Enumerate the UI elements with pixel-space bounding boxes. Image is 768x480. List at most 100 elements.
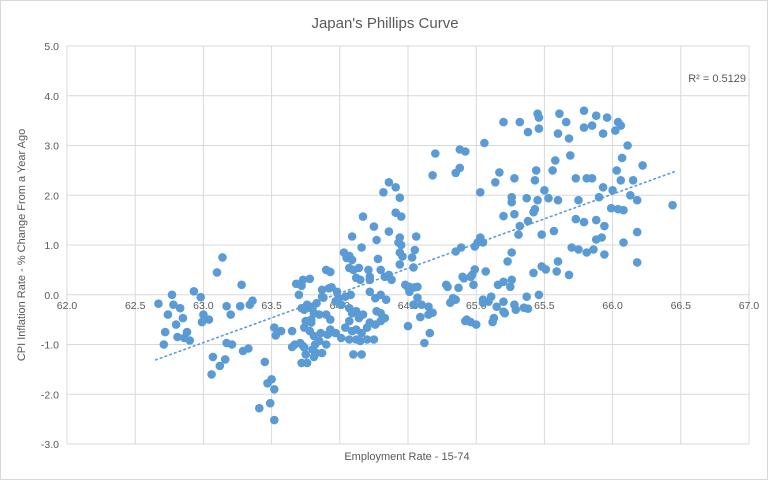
data-point bbox=[222, 301, 231, 311]
data-point bbox=[506, 282, 515, 292]
data-point bbox=[451, 168, 461, 178]
data-point bbox=[356, 336, 365, 346]
x-tick-label: 67.0 bbox=[739, 300, 760, 312]
data-point bbox=[396, 240, 406, 250]
data-point bbox=[178, 313, 188, 323]
data-point bbox=[341, 292, 350, 302]
data-point bbox=[345, 335, 354, 344]
data-point bbox=[458, 272, 467, 282]
data-point bbox=[208, 352, 218, 362]
y-tick-label: -3.0 bbox=[41, 439, 59, 451]
x-tick-label: 63.0 bbox=[193, 300, 214, 312]
data-point bbox=[301, 316, 311, 326]
data-point bbox=[534, 290, 544, 300]
data-point bbox=[159, 340, 169, 349]
y-tick-label: 2.0 bbox=[44, 190, 59, 202]
data-point bbox=[598, 129, 608, 138]
data-point bbox=[628, 176, 638, 185]
data-point bbox=[548, 166, 557, 175]
data-point bbox=[530, 176, 540, 185]
data-point bbox=[379, 188, 388, 197]
data-point bbox=[260, 357, 270, 367]
data-point bbox=[227, 340, 237, 349]
data-point bbox=[638, 161, 647, 170]
data-point bbox=[514, 230, 523, 239]
x-axis-title: Employment Rate - 15-74 bbox=[344, 451, 469, 463]
data-point bbox=[608, 186, 617, 195]
data-point bbox=[564, 270, 574, 280]
data-point bbox=[336, 300, 346, 310]
data-point bbox=[564, 134, 574, 143]
data-point bbox=[484, 297, 493, 307]
data-point bbox=[510, 174, 519, 183]
data-point bbox=[567, 243, 576, 252]
data-point bbox=[544, 193, 553, 203]
data-point bbox=[416, 312, 425, 322]
data-point bbox=[409, 300, 418, 310]
data-point bbox=[185, 336, 195, 345]
data-point bbox=[574, 195, 583, 205]
data-point bbox=[248, 296, 257, 306]
data-point bbox=[365, 272, 375, 282]
y-tick-label: 0.0 bbox=[44, 290, 59, 302]
data-point bbox=[549, 226, 559, 236]
data-point bbox=[204, 315, 214, 324]
data-point bbox=[507, 248, 516, 257]
data-point bbox=[551, 156, 560, 165]
data-point bbox=[579, 123, 589, 132]
data-point bbox=[600, 250, 609, 259]
data-point bbox=[226, 310, 235, 319]
data-point bbox=[351, 306, 361, 316]
data-point bbox=[523, 216, 533, 226]
data-point bbox=[384, 178, 394, 187]
data-point bbox=[553, 195, 563, 205]
data-point bbox=[632, 195, 642, 205]
data-point bbox=[410, 245, 420, 255]
data-point bbox=[387, 275, 396, 285]
data-point bbox=[668, 200, 677, 210]
data-point bbox=[373, 254, 383, 264]
data-point bbox=[218, 253, 227, 262]
data-point bbox=[315, 310, 324, 319]
data-point bbox=[395, 260, 405, 269]
data-point bbox=[341, 323, 350, 332]
data-point bbox=[503, 257, 512, 266]
data-point bbox=[443, 282, 452, 292]
data-point bbox=[376, 265, 386, 275]
data-point bbox=[391, 208, 401, 217]
data-point bbox=[589, 245, 598, 254]
data-point bbox=[499, 297, 508, 307]
data-point bbox=[319, 293, 328, 303]
data-point bbox=[336, 333, 346, 343]
data-point bbox=[579, 217, 589, 227]
data-point bbox=[591, 215, 601, 225]
data-point bbox=[499, 117, 508, 127]
data-point bbox=[315, 336, 324, 346]
data-point bbox=[160, 327, 170, 337]
data-point bbox=[480, 138, 489, 148]
data-point bbox=[428, 308, 437, 318]
data-point bbox=[326, 315, 335, 324]
data-point bbox=[237, 280, 246, 290]
data-point bbox=[582, 248, 591, 257]
data-point bbox=[597, 233, 606, 242]
data-point bbox=[220, 355, 230, 364]
data-point bbox=[395, 248, 405, 257]
data-point bbox=[606, 203, 616, 213]
data-point bbox=[300, 343, 309, 352]
data-point bbox=[358, 212, 368, 221]
x-tick-label: 63.5 bbox=[261, 300, 282, 312]
data-point bbox=[553, 257, 563, 266]
data-point bbox=[270, 385, 279, 394]
data-point bbox=[522, 292, 531, 302]
data-point bbox=[632, 258, 642, 267]
y-tick-label: 1.0 bbox=[44, 240, 59, 252]
data-point bbox=[407, 253, 417, 262]
data-point bbox=[499, 211, 508, 221]
data-point bbox=[431, 149, 440, 158]
data-point bbox=[235, 301, 245, 311]
data-point bbox=[357, 350, 366, 359]
data-point bbox=[591, 111, 601, 120]
data-point bbox=[417, 300, 426, 310]
